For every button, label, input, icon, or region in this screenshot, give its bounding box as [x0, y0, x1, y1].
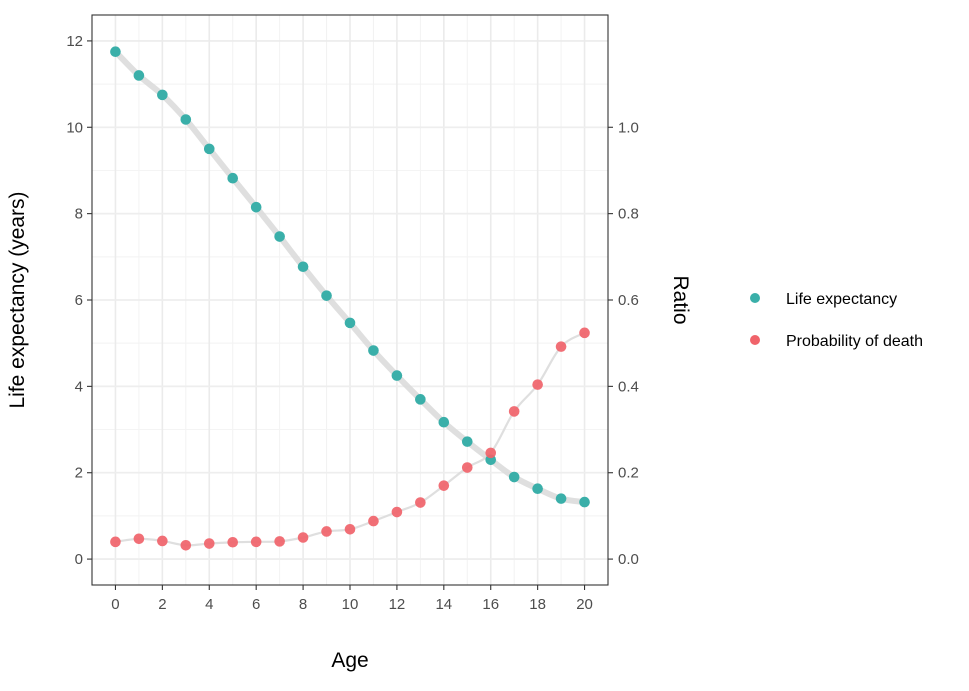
y2-tick-label: 0.0 [618, 551, 639, 568]
life-expectancy-point [579, 496, 590, 508]
probability-of-death-point [555, 341, 567, 352]
probability-of-death-point [203, 538, 215, 549]
probability-of-death-point [321, 526, 332, 537]
y2-tick-label: 1.0 [618, 119, 639, 136]
x-tick-label: 14 [435, 596, 452, 613]
y-tick-label: 10 [66, 119, 83, 136]
probability-of-death-point [344, 523, 356, 535]
y2-tick-label: 0.2 [618, 465, 639, 482]
life-expectancy-point [415, 394, 426, 405]
x-tick-label: 6 [252, 596, 260, 613]
x-tick-label: 18 [529, 596, 546, 613]
probability-of-death-point [461, 462, 473, 473]
probability-of-death-point [297, 532, 309, 543]
x-tick-label: 16 [482, 596, 499, 613]
bottom-axis: 0 2 4 6 8 10 12 14 16 18 20 [111, 585, 593, 613]
legend: Life expectancy Probability of death [750, 291, 923, 350]
legend-key-probability-of-death [750, 335, 760, 345]
life-expectancy-point [438, 416, 450, 428]
x-tick-label: 4 [205, 596, 213, 613]
probability-of-death-point [368, 515, 379, 527]
probability-of-death-point [180, 539, 192, 551]
y2-axis-title: Ratio [669, 275, 692, 324]
life-expectancy-point [391, 370, 403, 381]
life-expectancy-point [368, 345, 379, 356]
probability-of-death-point [227, 536, 239, 548]
y2-tick-label: 0.6 [618, 292, 639, 309]
legend-key-life-expectancy [750, 293, 760, 303]
x-tick-label: 0 [111, 596, 119, 613]
life-expectancy-point [344, 317, 356, 329]
probability-of-death-point [391, 506, 403, 518]
life-expectancy-point [555, 493, 567, 504]
probability-of-death-point [438, 480, 450, 491]
data-points [110, 46, 590, 551]
probability-of-death-point [485, 447, 497, 459]
probability-of-death-point [415, 497, 426, 508]
life-expectancy-point [508, 471, 520, 483]
x-tick-label: 8 [299, 596, 307, 613]
probability-of-death-point [250, 536, 262, 548]
x-axis-title: Age [331, 649, 368, 672]
legend-label-life-expectancy: Life expectancy [786, 291, 897, 308]
y-tick-label: 6 [75, 292, 83, 309]
probability-of-death-point [110, 536, 121, 548]
y-tick-label: 12 [66, 33, 83, 50]
y-axis-title: Life expectancy (years) [6, 191, 29, 408]
probability-of-death-point [157, 535, 168, 547]
life-expectancy-point [110, 46, 121, 58]
y2-tick-label: 0.8 [618, 206, 639, 223]
y-tick-label: 2 [75, 465, 83, 482]
life-expectancy-point [180, 114, 192, 125]
life-expectancy-point [133, 70, 145, 81]
y2-tick-label: 0.4 [618, 378, 639, 395]
x-tick-label: 12 [389, 596, 406, 613]
probability-of-death-point [579, 327, 590, 339]
life-expectancy-point [227, 172, 239, 184]
probability-of-death-point [274, 536, 285, 547]
legend-label-probability-of-death: Probability of death [786, 333, 923, 350]
y-tick-label: 8 [75, 206, 83, 223]
life-expectancy-point [157, 89, 168, 101]
life-expectancy-point [532, 483, 543, 495]
left-axis: 0 2 4 6 8 10 12 [66, 33, 92, 568]
life-expectancy-point [297, 261, 309, 273]
life-expectancy-point [203, 143, 215, 155]
life-expectancy-point [461, 436, 473, 447]
probability-of-death-point [133, 533, 145, 545]
x-tick-label: 2 [158, 596, 166, 613]
life-expectancy-point [250, 201, 262, 213]
life-expectancy-point [274, 231, 285, 242]
x-tick-label: 20 [576, 596, 593, 613]
life-expectancy-point [321, 290, 332, 301]
probability-of-death-point [508, 406, 520, 417]
probability-of-death-point [532, 379, 543, 390]
grid-major [92, 15, 608, 585]
right-axis: 0.0 0.2 0.4 0.6 0.8 1.0 [608, 119, 639, 568]
y-tick-label: 4 [75, 378, 83, 395]
y-tick-label: 0 [75, 551, 83, 568]
x-tick-label: 10 [342, 596, 359, 613]
